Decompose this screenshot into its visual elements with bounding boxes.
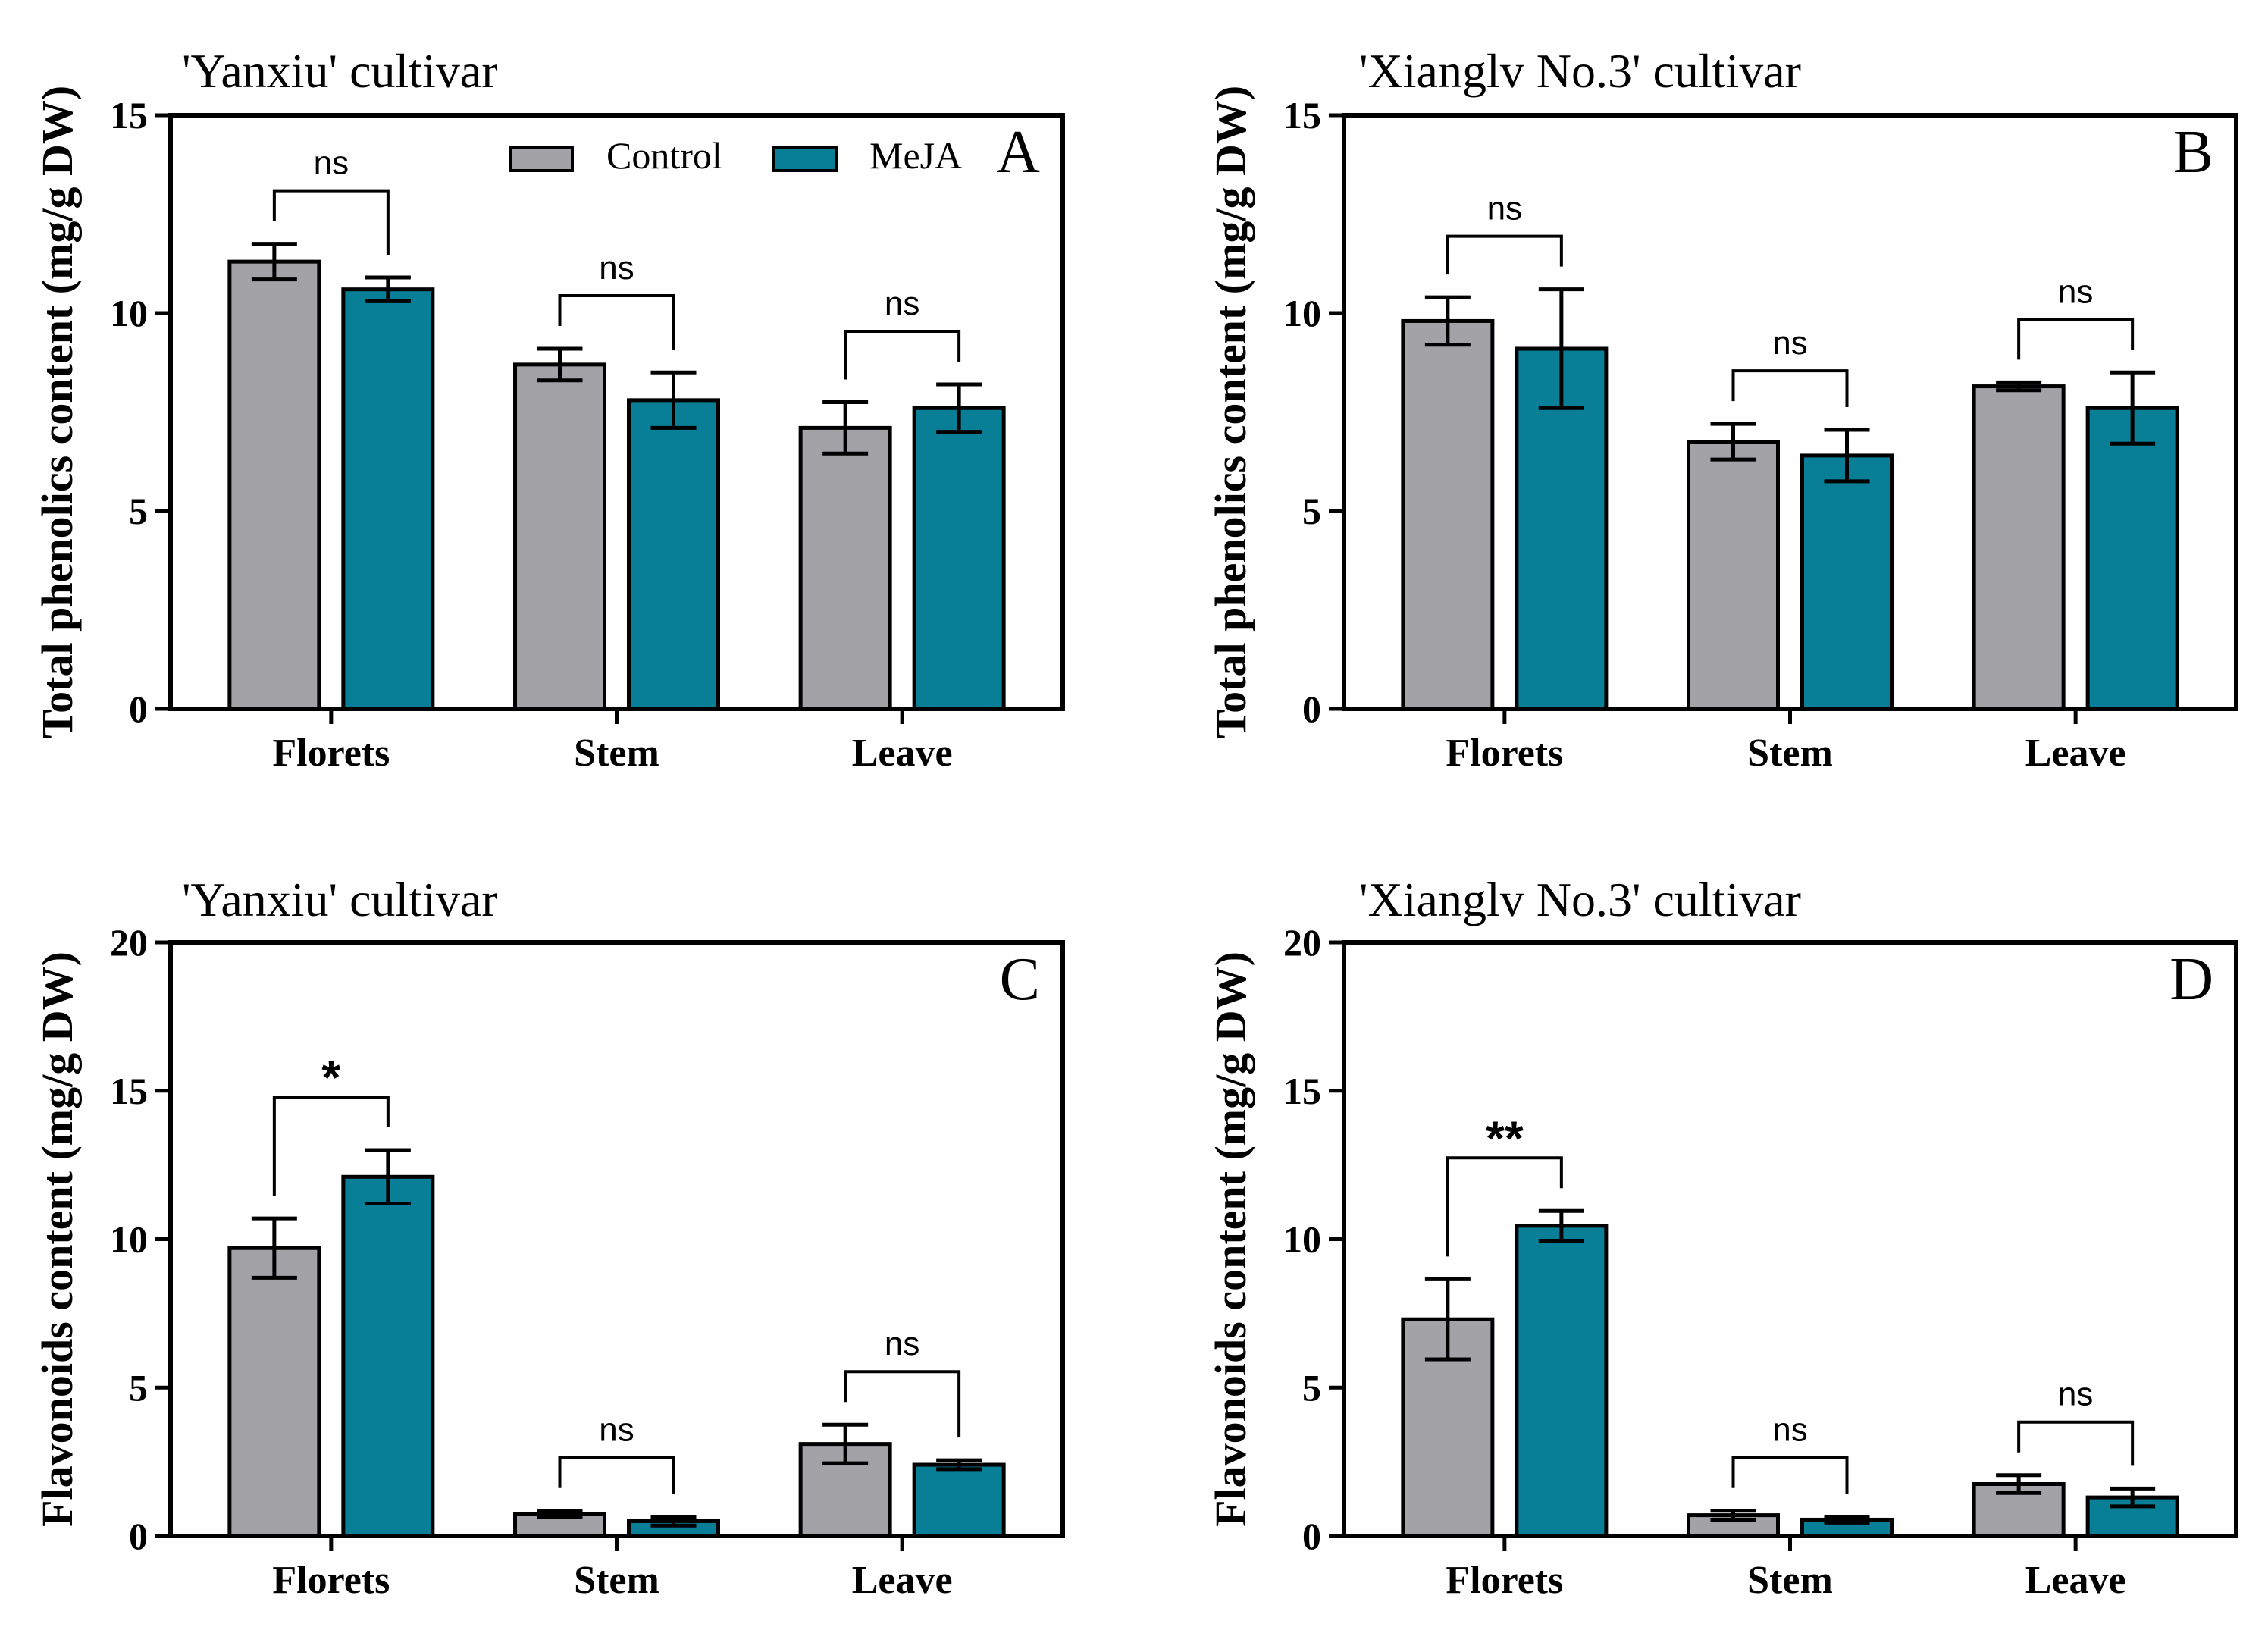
bar-control-florets	[227, 1246, 321, 1538]
bar-meja-leave	[2085, 406, 2179, 711]
significance-bracket	[272, 189, 390, 255]
significance-label: ns	[314, 145, 349, 182]
significance-bracket	[558, 293, 675, 350]
y-tick-label: 5	[129, 490, 148, 532]
significance-bracket	[1446, 1156, 1563, 1257]
y-axis-title: Total phenolics content (mg/g DW)	[1206, 86, 1255, 738]
y-tick-label: 5	[1302, 1366, 1321, 1409]
bar-control-stem	[513, 362, 606, 711]
significance-label: ns	[885, 1325, 919, 1362]
legend-label-control: Control	[606, 134, 722, 177]
bar-meja-leave	[912, 1462, 1006, 1538]
bar-control-leave	[798, 425, 892, 711]
bar-meja-stem	[627, 398, 720, 711]
y-tick-label: 0	[1302, 1515, 1321, 1557]
bar-control-florets	[227, 259, 321, 711]
y-tick-label: 15	[110, 1070, 148, 1112]
y-tick-label: 15	[110, 94, 148, 136]
bar-control-stem	[1687, 440, 1780, 711]
x-category-label: Florets	[272, 1559, 390, 1602]
significance-bracket	[844, 329, 961, 380]
significance-label: ns	[885, 285, 919, 322]
x-category-label: Stem	[574, 1559, 659, 1602]
chart-panel-c: 'Yanxiu' cultivar Flavonoids content (mg/…	[33, 873, 1065, 1602]
y-tick-label: 20	[1283, 921, 1321, 964]
significance-label: ns	[2058, 273, 2093, 310]
legend: Control MeJA	[509, 134, 962, 177]
panel-title: 'Yanxiu' cultivar	[182, 873, 498, 926]
significance-bracket	[558, 1456, 675, 1494]
x-category-label: Stem	[574, 732, 659, 775]
chart-panel-b: 'Xianglv No.3' cultivar Total phenolics c…	[1206, 44, 2238, 775]
bar-meja-florets	[1515, 1224, 1609, 1538]
panel-letter: B	[2173, 119, 2213, 186]
significance-bracket	[844, 1370, 961, 1438]
panel-title: 'Yanxiu' cultivar	[182, 44, 498, 98]
y-tick-label: 15	[1283, 1070, 1321, 1112]
y-axis-title: Total phenolics content (mg/g DW)	[33, 86, 82, 738]
significance-label: ns	[2058, 1376, 2093, 1413]
significance-bracket	[272, 1096, 390, 1196]
x-category-label: Leave	[2025, 1559, 2126, 1602]
bar-meja-stem	[1800, 453, 1894, 711]
panel-letter: A	[996, 119, 1040, 186]
significance-bracket	[1446, 234, 1563, 275]
y-tick-label: 10	[110, 292, 148, 334]
panel-title: 'Xianglv No.3' cultivar	[1359, 44, 1801, 98]
x-category-label: Florets	[272, 732, 390, 775]
significance-label: ns	[1772, 1412, 1807, 1449]
bar-control-florets	[1401, 318, 1495, 711]
x-category-label: Leave	[852, 732, 953, 775]
significance-bracket	[2017, 1420, 2135, 1466]
y-axis-title: Flavonoids content (mg/g DW)	[33, 951, 82, 1527]
bar-meja-leave	[912, 406, 1006, 711]
x-category-label: Florets	[1446, 732, 1563, 775]
x-category-label: Stem	[1747, 732, 1833, 775]
y-tick-label: 10	[1283, 1218, 1321, 1261]
y-axis-title: Flavonoids content (mg/g DW)	[1206, 951, 1255, 1527]
significance-bracket	[2017, 318, 2135, 360]
bar-meja-florets	[341, 287, 435, 711]
legend-swatch-meja	[772, 146, 838, 172]
legend-label-meja: MeJA	[869, 134, 962, 177]
x-category-label: Stem	[1747, 1559, 1833, 1602]
y-tick-label: 15	[1283, 94, 1321, 136]
significance-bracket	[1731, 1456, 1849, 1494]
x-category-label: Leave	[852, 1559, 953, 1602]
y-tick-label: 5	[129, 1366, 148, 1409]
significance-label: *	[321, 1050, 340, 1105]
panel-title: 'Xianglv No.3' cultivar	[1359, 873, 1801, 926]
y-tick-label: 0	[1302, 688, 1321, 730]
x-category-label: Florets	[1446, 1559, 1563, 1602]
y-tick-label: 0	[129, 688, 148, 730]
y-tick-label: 10	[1283, 292, 1321, 334]
significance-label: ns	[1487, 190, 1522, 227]
x-category-label: Leave	[2025, 732, 2126, 775]
significance-label: ns	[599, 249, 634, 287]
significance-label: **	[1486, 1111, 1524, 1165]
chart-panel-a: 'Yanxiu' cultivar Total phenolics content…	[33, 44, 1065, 775]
panel-letter: D	[2169, 946, 2213, 1013]
chart-panel-d: 'Xianglv No.3' cultivar Flavonoids conten…	[1206, 873, 2238, 1602]
bar-meja-florets	[341, 1174, 435, 1538]
bar-control-leave	[1972, 384, 2066, 711]
y-tick-label: 20	[110, 921, 148, 964]
y-tick-label: 10	[110, 1218, 148, 1261]
significance-label: ns	[599, 1412, 634, 1449]
panel-letter: C	[1000, 946, 1040, 1013]
legend-swatch-control	[509, 146, 574, 172]
significance-bracket	[1731, 369, 1849, 407]
y-tick-label: 0	[129, 1515, 148, 1557]
y-tick-label: 5	[1302, 490, 1321, 532]
significance-label: ns	[1772, 324, 1807, 362]
